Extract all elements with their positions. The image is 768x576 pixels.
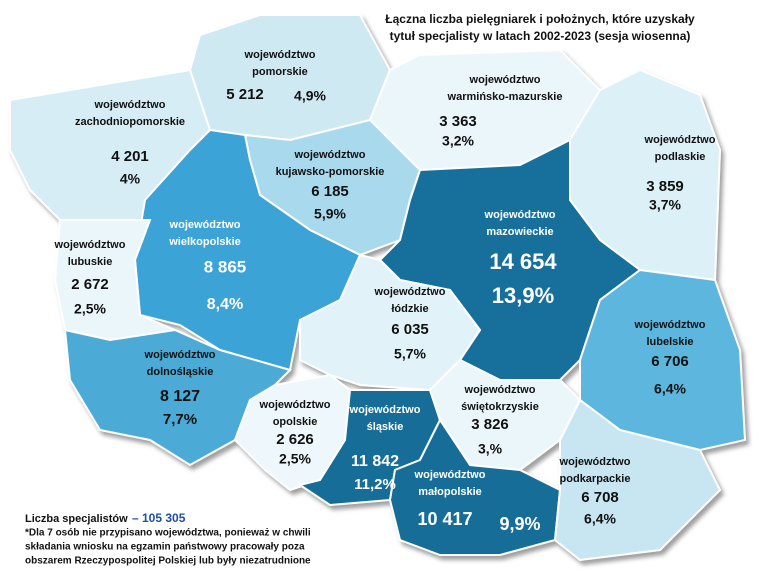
region-name: pomorskie bbox=[252, 66, 308, 78]
region-count: 3 826 bbox=[471, 416, 509, 433]
region-percent: 3,7% bbox=[649, 197, 681, 213]
region-percent: 3,% bbox=[478, 441, 503, 457]
region-name: opolskie bbox=[273, 416, 318, 428]
region-percent: 11,2% bbox=[354, 476, 396, 493]
region-percent: 2,5% bbox=[279, 451, 311, 467]
region-name: województwo bbox=[144, 349, 216, 361]
region-name: lubuskie bbox=[68, 256, 113, 268]
region-name: lubelskie bbox=[646, 336, 693, 348]
region-count: 14 654 bbox=[489, 249, 557, 274]
region-percent: 3,2% bbox=[442, 133, 474, 149]
region-name: śląskie bbox=[367, 421, 404, 433]
region-name: województwo bbox=[644, 134, 716, 146]
region-count: 6 035 bbox=[391, 321, 429, 338]
region-name: województwo bbox=[634, 319, 706, 331]
region-name: łódzkie bbox=[391, 303, 428, 315]
region-name: województwo bbox=[244, 49, 316, 61]
total-label: Liczba specjalistów bbox=[25, 513, 128, 525]
region-percent: 4% bbox=[120, 171, 141, 187]
region-name: dolnośląskie bbox=[147, 366, 214, 378]
region-percent: 9,9% bbox=[499, 514, 540, 534]
region-name: podlaskie bbox=[655, 151, 706, 163]
region-count: 8 865 bbox=[204, 257, 247, 276]
region-percent: 5,7% bbox=[394, 346, 426, 362]
region-percent: 4,9% bbox=[294, 88, 326, 104]
note: *Dla 7 osób nie przypisano województwa, … bbox=[25, 528, 311, 539]
region-name: zachodniopomorskie bbox=[75, 116, 185, 128]
region-percent: 2,5% bbox=[74, 301, 106, 317]
region-name: województwo bbox=[414, 469, 486, 481]
region-name: małopolskie bbox=[418, 486, 482, 498]
region-percent: 7,7% bbox=[163, 411, 197, 428]
region-count: 3 363 bbox=[439, 113, 477, 130]
region-name: mazowieckie bbox=[486, 226, 553, 238]
region-count: 3 859 bbox=[646, 178, 684, 195]
region-count: 6 185 bbox=[311, 183, 349, 200]
region-name: województwo bbox=[259, 399, 331, 411]
region-name: wielkopolskie bbox=[168, 236, 241, 248]
labels: województwo zachodniopomorskie 4 201 4% woje… bbox=[54, 49, 716, 534]
title: Łączna liczba pielęgniarek i położnych, … bbox=[385, 12, 695, 26]
total: – 105 305 bbox=[132, 511, 186, 525]
region-name: województwo bbox=[54, 239, 126, 251]
region-percent: 5,9% bbox=[314, 206, 346, 222]
region-name: województwo bbox=[294, 149, 366, 161]
region-count: 8 127 bbox=[160, 388, 200, 405]
region-count: 2 626 bbox=[276, 431, 314, 448]
region-name: województwo bbox=[374, 286, 446, 298]
region-percent: 6,4% bbox=[654, 381, 686, 397]
region-name: województwo bbox=[469, 74, 541, 86]
region-name: województwo bbox=[169, 219, 241, 231]
title: tytuł specjalisty w latach 2002-2023 (se… bbox=[390, 29, 691, 43]
region-count: 2 672 bbox=[71, 276, 109, 293]
region-count: 4 201 bbox=[111, 148, 149, 165]
region-name: województwo bbox=[559, 456, 631, 468]
note: składania wniosku na egzamin państwowy p… bbox=[25, 542, 305, 553]
region-name: podkarpackie bbox=[560, 473, 631, 485]
region-count: 10 417 bbox=[417, 509, 472, 529]
region-name: świętokrzyskie bbox=[461, 401, 539, 413]
note: obszarem Rzeczypospolitej Polskiej lub b… bbox=[25, 556, 311, 567]
region bbox=[553, 398, 722, 562]
region-name: kujawsko-pomorskie bbox=[276, 166, 385, 178]
region-count: 6 708 bbox=[581, 489, 619, 506]
region-name: województwo bbox=[349, 404, 421, 416]
region-count: 6 706 bbox=[651, 353, 689, 370]
region-count: 11 842 bbox=[351, 453, 399, 470]
region-percent: 8,4% bbox=[207, 296, 243, 313]
region-name: województwo bbox=[464, 384, 536, 396]
region-name: województwo bbox=[484, 209, 556, 221]
regions bbox=[9, 14, 747, 562]
region-percent: 6,4% bbox=[584, 511, 616, 527]
region-name: warmińsko-mazurskie bbox=[447, 91, 563, 103]
region-percent: 13,9% bbox=[492, 283, 554, 308]
region-name: województwo bbox=[94, 99, 166, 111]
region-count: 5 212 bbox=[226, 86, 264, 103]
